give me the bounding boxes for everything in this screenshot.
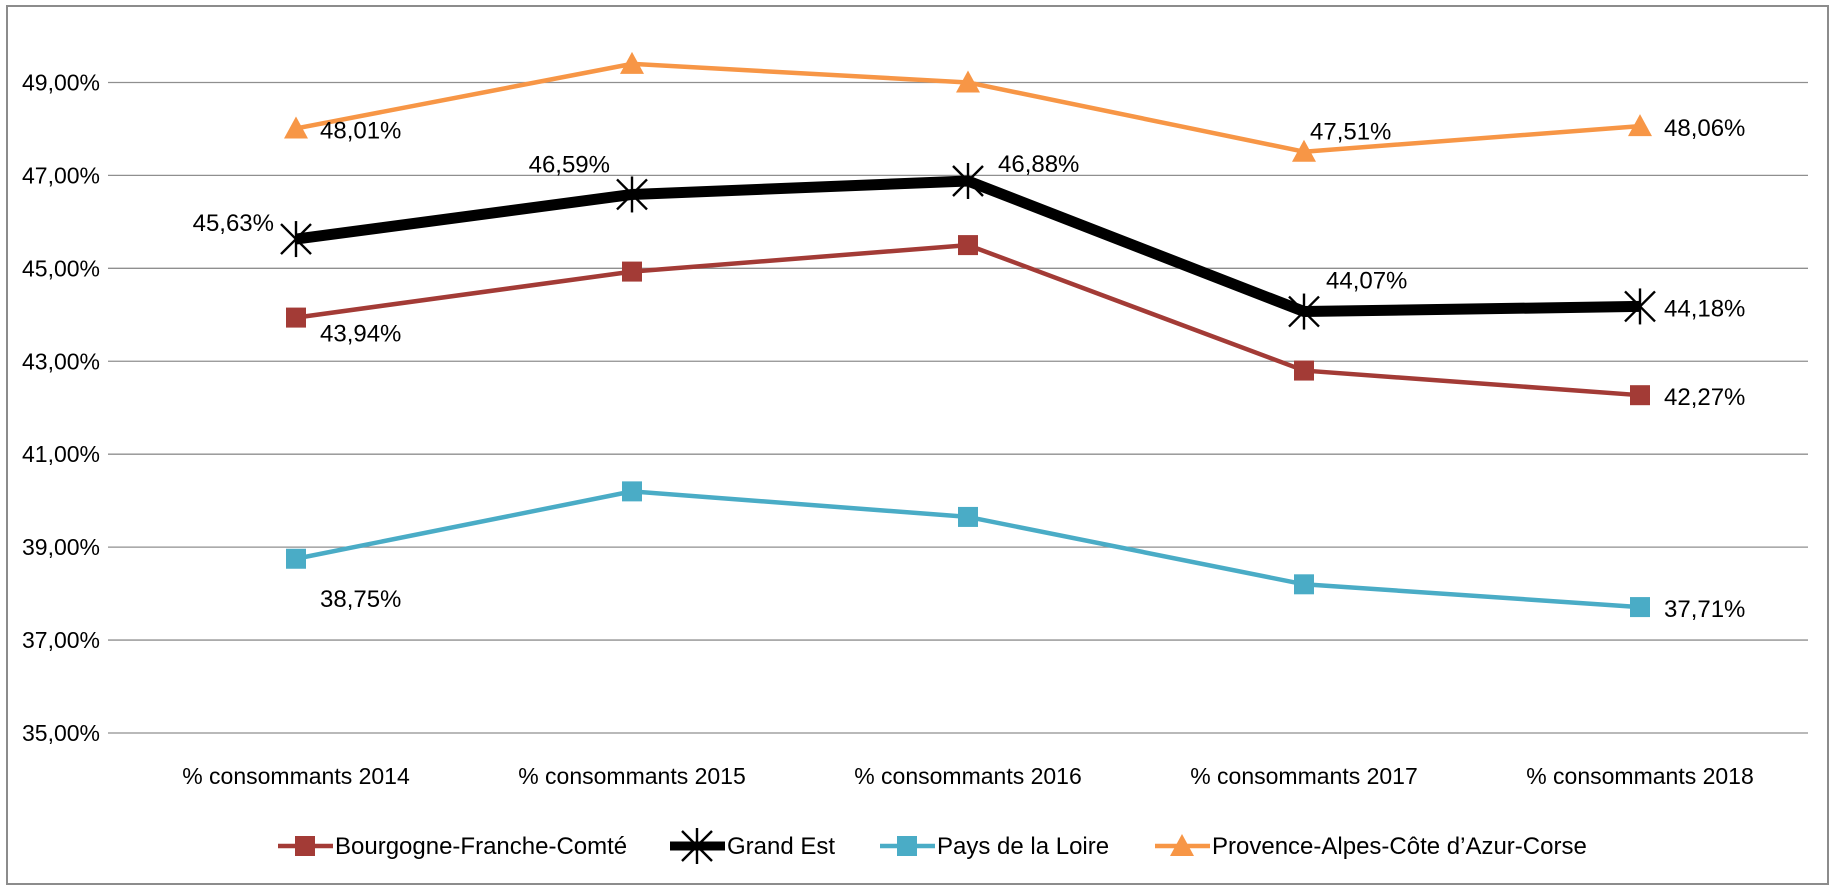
- data-label: 37,71%: [1664, 596, 1745, 623]
- y-tick-label: 39,00%: [22, 534, 100, 560]
- y-tick-label: 47,00%: [22, 162, 100, 188]
- x-tick-label: % consommants 2017: [1190, 763, 1418, 789]
- y-tick-label: 43,00%: [22, 348, 100, 374]
- legend-marker: [295, 836, 315, 856]
- legend-item: Bourgogne-Franche-Comté: [278, 833, 627, 860]
- data-point-marker: [1630, 385, 1650, 406]
- data-point-marker: [956, 70, 980, 93]
- data-point-marker: [958, 506, 978, 527]
- data-label: 46,88%: [998, 151, 1079, 178]
- data-label: 42,27%: [1664, 384, 1745, 411]
- legend-label: Pays de la Loire: [937, 833, 1109, 860]
- data-label: 44,18%: [1664, 295, 1745, 322]
- data-point-marker: [1292, 139, 1316, 162]
- data-point-marker: [280, 221, 312, 258]
- data-point-marker: [616, 176, 648, 213]
- data-label: 47,51%: [1310, 119, 1391, 146]
- series-0: 43,94% 42,27%: [286, 235, 1745, 411]
- data-label: 38,75%: [320, 586, 401, 613]
- data-point-marker: [958, 235, 978, 256]
- y-tick-label: 49,00%: [22, 69, 100, 95]
- legend-item: Provence-Alpes-Côte d’Azur-Corse: [1155, 833, 1587, 860]
- data-point-marker: [1288, 293, 1320, 330]
- data-point-marker: [622, 261, 642, 282]
- data-label: 46,59%: [529, 151, 610, 178]
- chart-frame: [6, 5, 1829, 885]
- legend-label: Bourgogne-Franche-Comté: [335, 833, 627, 860]
- data-label: 43,94%: [320, 321, 401, 348]
- data-point-marker: [622, 481, 642, 502]
- legend-item: Grand Est: [670, 828, 835, 864]
- data-point-marker: [286, 548, 306, 569]
- data-label: 45,63%: [193, 210, 274, 237]
- data-point-marker: [620, 51, 644, 74]
- series-1: 45,63% 46,59% 46,88% 44,07% 44,18%: [193, 151, 1745, 330]
- data-point-marker: [1294, 574, 1314, 595]
- data-point-marker: [1624, 288, 1656, 325]
- legend-label: Grand Est: [727, 833, 835, 860]
- data-label: 48,06%: [1664, 115, 1745, 142]
- legend-marker: [681, 828, 713, 864]
- legend-marker: [1170, 834, 1194, 856]
- data-point-marker: [286, 307, 306, 328]
- y-tick-label: 41,00%: [22, 441, 100, 467]
- y-tick-label: 45,00%: [22, 255, 100, 281]
- y-tick-label: 37,00%: [22, 627, 100, 653]
- x-tick-label: % consommants 2016: [854, 763, 1082, 789]
- data-point-marker: [1628, 114, 1652, 137]
- x-tick-label: % consommants 2014: [182, 763, 410, 789]
- series-line: [295, 242, 1641, 398]
- x-tick-label: % consommants 2018: [1526, 763, 1754, 789]
- legend-item: Pays de la Loire: [880, 833, 1109, 860]
- data-point-marker: [1630, 597, 1650, 618]
- x-tick-label: % consommants 2015: [518, 763, 746, 789]
- legend-label: Provence-Alpes-Côte d’Azur-Corse: [1212, 833, 1587, 860]
- series-2: 38,75% 37,71%: [286, 481, 1745, 623]
- data-point-marker: [284, 116, 308, 139]
- data-point-marker: [1294, 360, 1314, 381]
- data-point-marker: [952, 162, 984, 199]
- series-3: 48,01% 47,51% 48,06%: [284, 51, 1745, 162]
- data-label: 48,01%: [320, 117, 401, 144]
- legend-marker: [897, 836, 917, 856]
- y-tick-label: 35,00%: [22, 720, 100, 746]
- data-label: 44,07%: [1326, 268, 1407, 295]
